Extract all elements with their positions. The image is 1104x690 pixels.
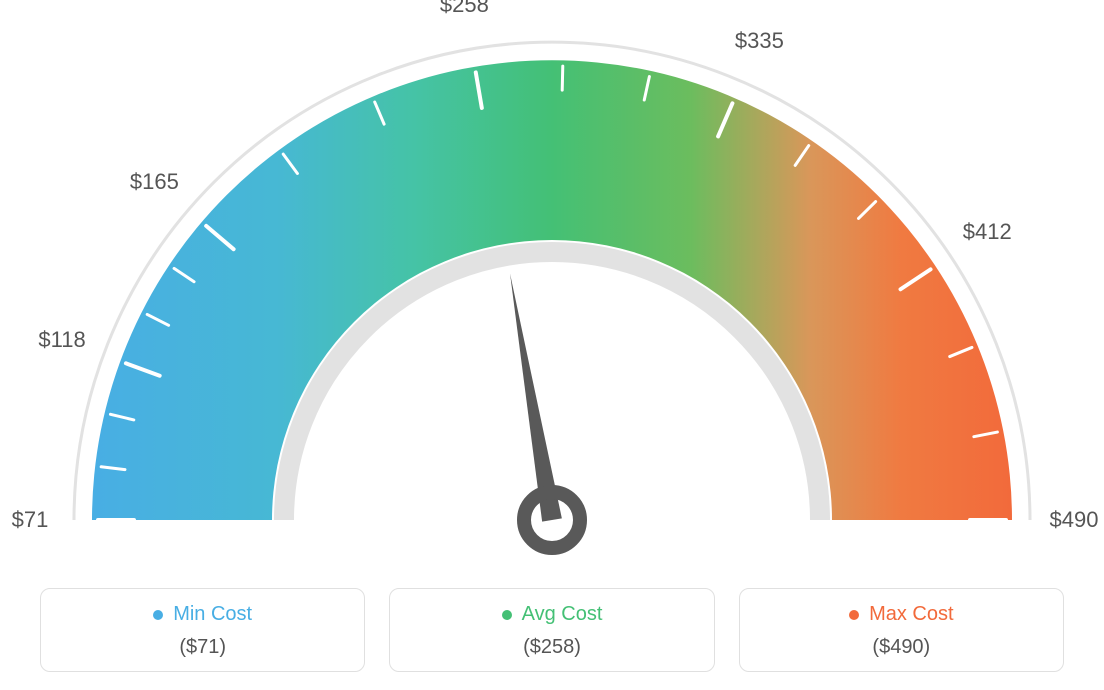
legend-label-max: Max Cost [869, 603, 953, 626]
tick-label: $335 [735, 28, 784, 54]
legend-label-avg: Avg Cost [522, 603, 603, 626]
legend-card-max: Max Cost ($490) [739, 588, 1064, 672]
tick-label: $118 [38, 327, 85, 353]
legend-dot-avg [502, 610, 512, 620]
gauge-svg [0, 0, 1104, 560]
tick-label: $165 [130, 169, 179, 195]
gauge-chart: $71 $118 $165 $258 $335 $412 $490 [0, 0, 1104, 560]
legend-dot-min [153, 610, 163, 620]
tick-label: $71 [12, 507, 49, 533]
legend-title-min: Min Cost [153, 603, 252, 626]
legend-title-max: Max Cost [849, 603, 953, 626]
legend-dot-max [849, 610, 859, 620]
legend-title-avg: Avg Cost [502, 603, 603, 626]
legend-card-min: Min Cost ($71) [40, 588, 365, 672]
legend-card-avg: Avg Cost ($258) [389, 588, 714, 672]
legend-row: Min Cost ($71) Avg Cost ($258) Max Cost … [0, 588, 1104, 672]
legend-value-avg: ($258) [400, 636, 703, 659]
legend-label-min: Min Cost [173, 603, 252, 626]
legend-value-max: ($490) [750, 636, 1053, 659]
tick-label: $490 [1050, 507, 1099, 533]
tick-label: $258 [440, 0, 489, 18]
legend-value-min: ($71) [51, 636, 354, 659]
tick-label: $412 [963, 219, 1012, 245]
